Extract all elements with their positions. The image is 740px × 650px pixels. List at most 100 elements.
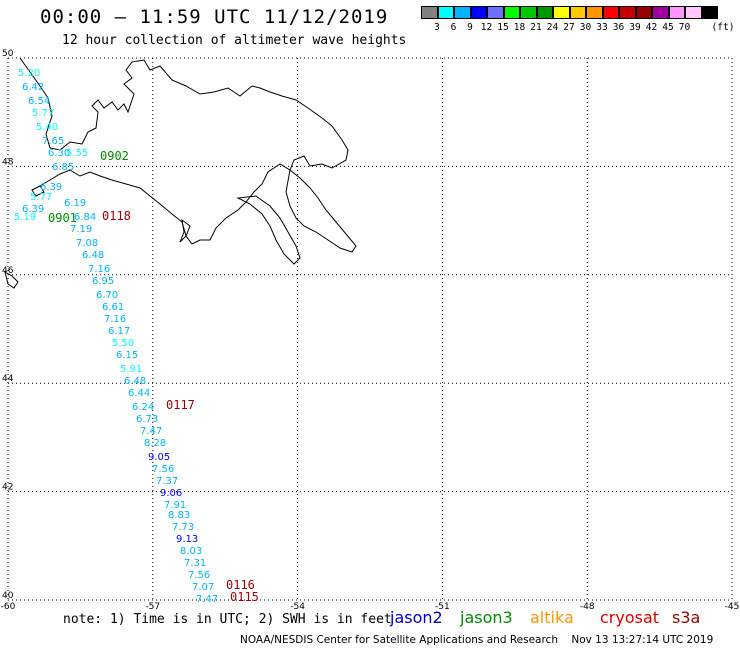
lon-tick-label: -57	[145, 602, 160, 612]
wave-height-label: 7.07	[192, 582, 214, 593]
lat-tick-label: 40	[2, 591, 14, 601]
colorbar-labels: 3 6 9 12 15 18 21 24 27 30 33 36 39 42 45 70 (ft)	[421, 22, 740, 34]
wave-height-label: 7.73	[172, 522, 194, 533]
wave-height-label: 5.19	[14, 212, 36, 223]
cape-breton-tip-coastline	[31, 185, 45, 197]
burin-peninsula-coastline	[236, 195, 301, 265]
wave-height-label: 7.37	[156, 476, 178, 487]
colorbar-tick-label: 6	[450, 22, 457, 33]
lon-tick-label: -54	[290, 602, 305, 612]
colorbar-swatch	[553, 6, 570, 19]
colorbar-tick-label: 30	[579, 22, 592, 33]
colorbar-tick-label: 15	[497, 22, 509, 33]
footer-note: note: 1) Time is in UTC; 2) SWH is in fe…	[63, 612, 392, 627]
colorbar-swatch	[503, 6, 520, 19]
wave-height-label: 7.47	[140, 426, 162, 437]
colorbar-swatch	[701, 6, 718, 19]
colorbar-swatch	[652, 6, 669, 19]
pass-label: 0117	[166, 398, 195, 412]
wave-height-label: 7.91	[164, 500, 186, 511]
wave-height-label: 7.56	[188, 570, 210, 581]
wave-height-label: 7.19	[70, 224, 92, 235]
colorbar-swatch	[470, 6, 487, 19]
wave-height-label: 7.47	[196, 594, 218, 605]
credit-line: NOAA/NESDIS Center for Satellite Applica…	[240, 634, 714, 646]
wave-height-label: 6.73	[136, 414, 158, 425]
colorbar-tick-label: 9	[467, 22, 473, 33]
wave-height-label: 6.42	[22, 82, 44, 93]
colorbar-tick-label: 27	[563, 22, 575, 33]
colorbar-tick-label: 70	[678, 22, 691, 33]
lat-tick-label: 42	[2, 483, 13, 493]
colorbar-tick-label: 33	[596, 22, 608, 33]
map-title: 00:00 – 11:59 UTC 11/12/2019	[40, 6, 389, 28]
colorbar-swatch	[520, 6, 537, 19]
lon-tick-label: -60	[1, 602, 16, 612]
colorbar-swatch	[487, 6, 504, 19]
wave-height-label: 5.91	[120, 364, 142, 375]
wave-height-label: 6.39	[40, 182, 62, 193]
wave-height-label: 6.39	[22, 204, 44, 215]
legend-jason3: jason3	[460, 608, 513, 627]
lon-tick-label: -48	[580, 602, 595, 612]
wave-height-label: 6.70	[96, 290, 118, 301]
colorbar-tick-label: 18	[513, 22, 526, 33]
sable-island-outline	[4, 270, 19, 289]
newfoundland-coastline	[19, 57, 349, 245]
wave-height-label: 9.06	[160, 488, 182, 499]
wave-height-label: 8.03	[180, 546, 202, 557]
wave-height-label: 6.84	[74, 212, 96, 223]
colorbar-swatch	[685, 6, 702, 19]
wave-height-label: 5.77	[30, 192, 52, 203]
pass-label: 0116	[226, 578, 255, 592]
wave-height-label: 6.85	[52, 162, 74, 173]
lon-tick-label: -51	[435, 602, 450, 612]
colorbar-tick-label: 12	[480, 22, 493, 33]
legend-s3a: s3a	[672, 608, 701, 627]
wave-height-label: 9.05	[148, 452, 170, 463]
wave-height-label: 6.17	[108, 326, 130, 337]
wave-height-label: 6.30	[48, 148, 70, 159]
wave-height-label: 5.55	[66, 148, 88, 159]
colorbar-tick-label: 3	[434, 22, 440, 33]
wave-height-label: 6.44	[128, 388, 150, 399]
colorbar-swatch	[437, 6, 454, 19]
wave-height-label: 6.15	[116, 350, 138, 361]
lat-tick-label: 46	[2, 266, 14, 276]
wave-height-label: 5.40	[36, 122, 58, 133]
lat-tick-label: 44	[2, 374, 14, 384]
wave-height-label: 7.08	[76, 238, 98, 249]
wave-height-label: 7.16	[104, 314, 126, 325]
legend-jason2: jason2	[390, 608, 443, 627]
lat-tick-label: 50	[2, 49, 14, 59]
colorbar-tick-label: 36	[612, 22, 625, 33]
pass-label: 0118	[102, 209, 131, 223]
wave-height-label: 6.95	[92, 276, 114, 287]
colorbar-swatch	[619, 6, 636, 19]
colorbar-swatch	[586, 6, 603, 19]
wave-height-label: 7.56	[152, 464, 174, 475]
colorbar	[421, 6, 718, 19]
colorbar-unit: (ft)	[711, 22, 735, 33]
saint-pierre-coastline	[179, 218, 191, 243]
colorbar-swatch	[454, 6, 471, 19]
lon-tick-label: -45	[725, 602, 740, 612]
colorbar-swatch	[536, 6, 553, 19]
wave-height-label: 5.20	[18, 68, 40, 79]
wave-height-label: 6.48	[124, 376, 146, 387]
colorbar-tick-label: 45	[662, 22, 674, 33]
wave-height-label: 5.77	[32, 108, 54, 119]
colorbar-swatch	[421, 6, 438, 19]
legend-cryosat: cryosat	[600, 608, 660, 627]
wave-height-label: 6.24	[132, 402, 154, 413]
map-subtitle: 12 hour collection of altimeter wave hei…	[62, 33, 407, 48]
pass-label: 0901	[48, 211, 77, 225]
wave-height-label: 7.65	[42, 136, 64, 147]
pass-label: 0115	[230, 590, 259, 604]
colorbar-tick-label: 24	[546, 22, 559, 33]
colorbar-swatch	[569, 6, 586, 19]
avalon-peninsula-coastline	[285, 169, 357, 253]
wave-height-label: 6.19	[64, 198, 86, 209]
wave-height-label: 6.61	[102, 302, 124, 313]
wave-height-label: 6.54	[28, 96, 50, 107]
